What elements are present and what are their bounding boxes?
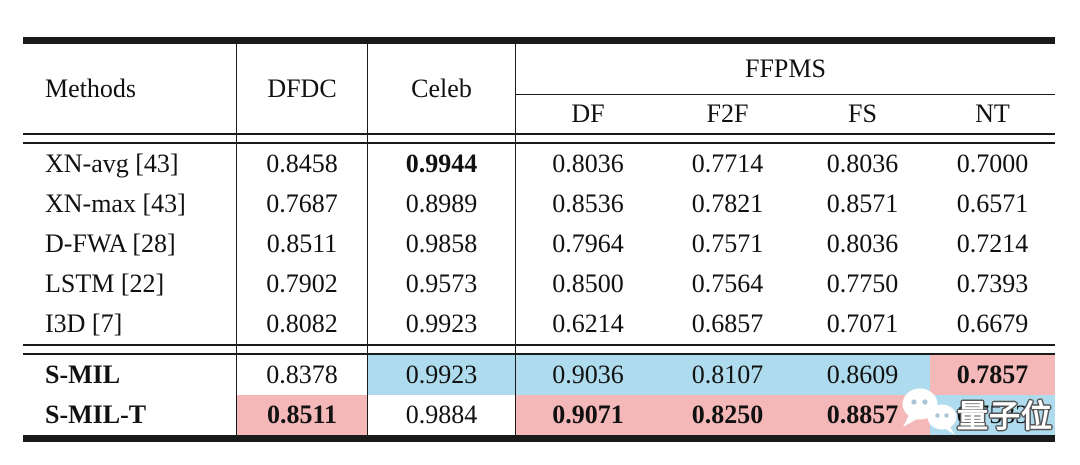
dfdc-cell: 0.8511	[237, 395, 368, 435]
df-cell: 0.9036	[516, 355, 660, 395]
table-bottom-rule	[23, 435, 1055, 442]
table-row-lstm: LSTM [22] 0.7902 0.9573 0.8500 0.7564 0.…	[23, 264, 1055, 304]
method-cell: XN-avg [43]	[23, 144, 237, 184]
df-cell: 0.8036	[552, 149, 624, 178]
fs-cell: 0.8857	[795, 395, 930, 435]
header-ffpms: FFPMS	[516, 44, 1055, 95]
header-fs: FS	[848, 99, 877, 128]
header-nt: NT	[975, 99, 1010, 128]
f2f-cell: 0.8250	[660, 395, 795, 435]
celeb-cell: 0.9923	[368, 355, 516, 395]
fs-cell: 0.8571	[826, 189, 899, 218]
fs-cell: 0.8609	[795, 355, 930, 395]
header-df: DF	[571, 99, 605, 128]
table-header: Methods DFDC Celeb FFPMS DF F2F FS NT	[23, 44, 1055, 133]
table-row-d-fwa: D-FWA [28] 0.8511 0.9858 0.7964 0.7571 0…	[23, 224, 1055, 264]
f2f-cell: 0.7821	[691, 189, 764, 218]
fs-cell: 0.7750	[826, 269, 899, 298]
header-ffpms-subrow: DF F2F FS NT	[516, 95, 1055, 133]
table-row-xn-max: XN-max [43] 0.7687 0.8989 0.8536 0.7821 …	[23, 184, 1055, 224]
section-double-rule	[23, 344, 1055, 355]
header-celeb: Celeb	[368, 44, 516, 133]
table-row-xn-avg: XN-avg [43] 0.8458 0.9944 0.8036 0.7714 …	[23, 144, 1055, 184]
method-cell: S-MIL-T	[23, 395, 237, 435]
method-cell: S-MIL	[23, 355, 237, 395]
method-cell: D-FWA [28]	[23, 224, 237, 264]
fs-cell: 0.7071	[826, 309, 899, 338]
celeb-cell: 0.9573	[368, 264, 516, 304]
celeb-cell: 0.9944	[368, 144, 516, 184]
f2f-cell: 0.8107	[660, 355, 795, 395]
dfdc-cell: 0.7902	[237, 264, 368, 304]
header-dfdc: DFDC	[237, 44, 368, 133]
f2f-cell: 0.7714	[691, 149, 764, 178]
method-cell: I3D [7]	[23, 304, 237, 344]
dfdc-cell: 0.8511	[237, 224, 368, 264]
table-row-i3d: I3D [7] 0.8082 0.9923 0.6214 0.6857 0.70…	[23, 304, 1055, 344]
nt-cell: 0.6679	[956, 309, 1029, 338]
dfdc-cell: 0.8378	[237, 355, 368, 395]
celeb-cell: 0.9858	[368, 224, 516, 264]
celeb-cell: 0.8989	[368, 184, 516, 224]
header-f2f: F2F	[706, 99, 749, 128]
method-cell: LSTM [22]	[23, 264, 237, 304]
f2f-cell: 0.7564	[691, 269, 764, 298]
dfdc-cell: 0.8082	[237, 304, 368, 344]
table-top-rule	[23, 37, 1055, 44]
table-row-s-mil: S-MIL 0.8378 0.9923 0.9036 0.8107 0.8609…	[23, 355, 1055, 395]
dfdc-cell: 0.8458	[237, 144, 368, 184]
fs-cell: 0.8036	[826, 149, 899, 178]
header-methods: Methods	[23, 44, 237, 133]
df-cell: 0.7964	[552, 229, 624, 258]
f2f-cell: 0.6857	[691, 309, 764, 338]
celeb-cell: 0.9884	[368, 395, 516, 435]
df-cell: 0.6214	[552, 309, 624, 338]
nt-cell: 0.7533	[930, 395, 1055, 435]
nt-cell: 0.7000	[956, 149, 1029, 178]
header-ffpms-group: FFPMS DF F2F FS NT	[516, 44, 1055, 133]
nt-cell: 0.6571	[956, 189, 1029, 218]
method-cell: XN-max [43]	[23, 184, 237, 224]
nt-cell: 0.7393	[956, 269, 1029, 298]
nt-cell: 0.7214	[956, 229, 1029, 258]
results-table: Methods DFDC Celeb FFPMS DF F2F FS NT XN…	[23, 37, 1055, 442]
f2f-cell: 0.7571	[691, 229, 764, 258]
table-row-s-mil-t: S-MIL-T 0.8511 0.9884 0.9071 0.8250 0.88…	[23, 395, 1055, 435]
nt-cell: 0.7857	[930, 355, 1055, 395]
celeb-cell: 0.9923	[368, 304, 516, 344]
df-cell: 0.9071	[516, 395, 660, 435]
header-double-rule	[23, 133, 1055, 144]
dfdc-cell: 0.7687	[237, 184, 368, 224]
df-cell: 0.8500	[552, 269, 624, 298]
df-cell: 0.8536	[552, 189, 624, 218]
fs-cell: 0.8036	[826, 229, 899, 258]
